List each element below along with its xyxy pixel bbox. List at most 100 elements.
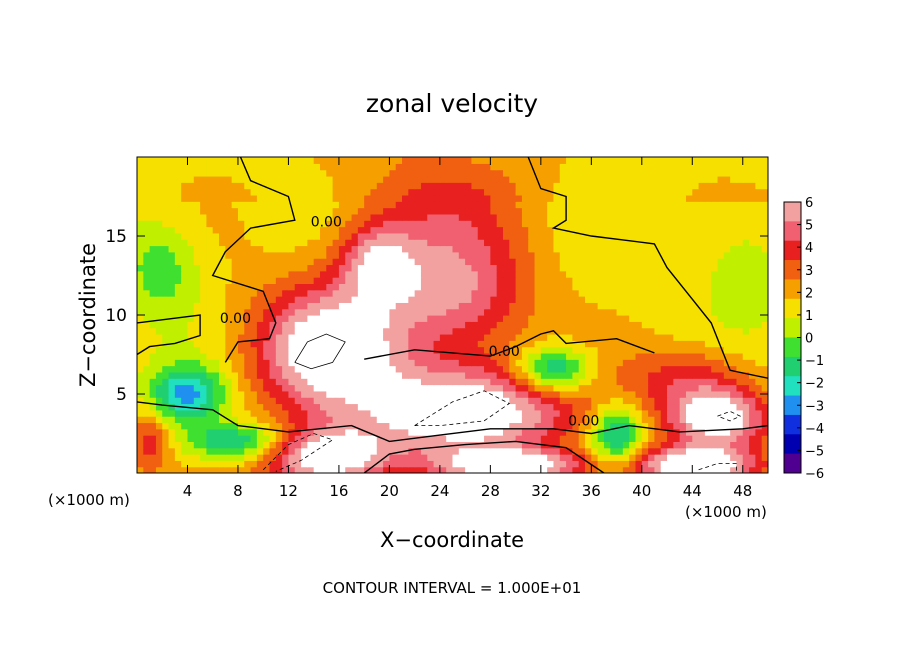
heat-cell (244, 258, 252, 266)
heat-cell (137, 258, 144, 266)
heat-cell (591, 194, 599, 202)
heat-cell (395, 321, 403, 329)
heat-cell (395, 365, 403, 373)
heat-cell (149, 390, 157, 398)
heat-cell (313, 302, 321, 310)
heat-cell (288, 454, 296, 461)
heat-cell (629, 283, 637, 291)
heat-cell (168, 213, 176, 221)
heat-cell (402, 371, 409, 379)
heat-cell (237, 390, 245, 398)
heat-cell (383, 352, 390, 360)
heat-cell (629, 289, 637, 297)
heat-cell (578, 302, 586, 310)
heat-cell (547, 378, 555, 386)
heat-cell (534, 397, 542, 405)
heat-cell (174, 409, 182, 417)
heat-cell (458, 397, 466, 405)
heat-cell (351, 283, 359, 291)
heat-cell (439, 194, 447, 202)
heat-cell (749, 365, 756, 373)
heat-cell (717, 428, 725, 436)
heat-cell (319, 270, 327, 278)
heat-cell (187, 371, 195, 379)
heat-cell (174, 232, 182, 240)
heat-cell (408, 390, 416, 398)
heat-cell (509, 194, 517, 202)
heat-cell (704, 308, 712, 316)
heat-cell (250, 296, 258, 303)
heat-cell (301, 157, 308, 164)
heat-cell (370, 213, 378, 221)
heat-cell (742, 390, 750, 398)
heat-cell (667, 201, 674, 209)
heat-cell (282, 213, 290, 221)
heat-cell (673, 188, 681, 196)
heat-cell (193, 169, 201, 177)
heat-cell (351, 454, 359, 461)
heat-cell (635, 435, 643, 442)
heat-cell (749, 428, 756, 436)
heat-cell (471, 213, 479, 221)
heat-cell (376, 308, 384, 316)
heat-cell (755, 302, 763, 310)
heat-cell (351, 460, 359, 468)
heat-cell (332, 447, 340, 455)
heat-cell (465, 296, 473, 303)
heat-cell (452, 346, 460, 354)
heat-cell (181, 220, 189, 228)
heat-cell (433, 371, 441, 379)
heat-cell (585, 397, 592, 405)
heat-cell (496, 466, 504, 473)
heat-cell (736, 283, 744, 291)
heat-cell (301, 416, 308, 424)
heat-cell (572, 220, 580, 228)
heat-cell (225, 384, 233, 392)
heat-cell (711, 359, 719, 367)
heat-cell (288, 384, 296, 392)
heat-cell (471, 409, 479, 417)
heat-cell (490, 308, 498, 316)
heat-cell (641, 454, 649, 461)
heat-cell (250, 169, 258, 177)
heat-cell (490, 422, 498, 430)
heat-cell (439, 435, 447, 442)
heat-cell (231, 454, 239, 461)
heat-cell (502, 302, 510, 310)
heat-cell (553, 296, 561, 303)
heat-cell (755, 390, 763, 398)
heat-cell (301, 422, 308, 430)
heat-cell (307, 188, 315, 196)
heat-cell (357, 416, 365, 424)
heat-cell (597, 390, 605, 398)
heat-cell (648, 296, 656, 303)
heat-cell (534, 239, 542, 247)
heat-cell (490, 264, 498, 272)
heat-cell (509, 352, 517, 360)
heat-cell (275, 308, 283, 316)
heat-cell (288, 232, 296, 240)
heat-cell (307, 428, 315, 436)
heat-cell (452, 409, 460, 417)
heat-cell (578, 365, 586, 373)
heat-cell (357, 157, 365, 164)
heat-cell (244, 289, 252, 297)
heat-cell (496, 264, 504, 272)
heat-cell (231, 226, 239, 234)
heat-cell (641, 194, 649, 202)
heat-cell (446, 327, 454, 335)
heat-cell (256, 397, 264, 405)
heat-cell (414, 283, 422, 291)
heat-cell (181, 182, 189, 190)
heat-cell (200, 207, 208, 215)
heat-cell (193, 182, 201, 190)
heat-cell (433, 245, 441, 253)
heat-cell (294, 283, 302, 291)
heat-cell (282, 175, 290, 183)
heat-cell (439, 175, 447, 183)
heat-cell (534, 251, 542, 259)
heat-cell (275, 340, 283, 348)
heat-cell (471, 175, 479, 183)
heat-cell (256, 422, 264, 430)
heat-cell (319, 283, 327, 291)
